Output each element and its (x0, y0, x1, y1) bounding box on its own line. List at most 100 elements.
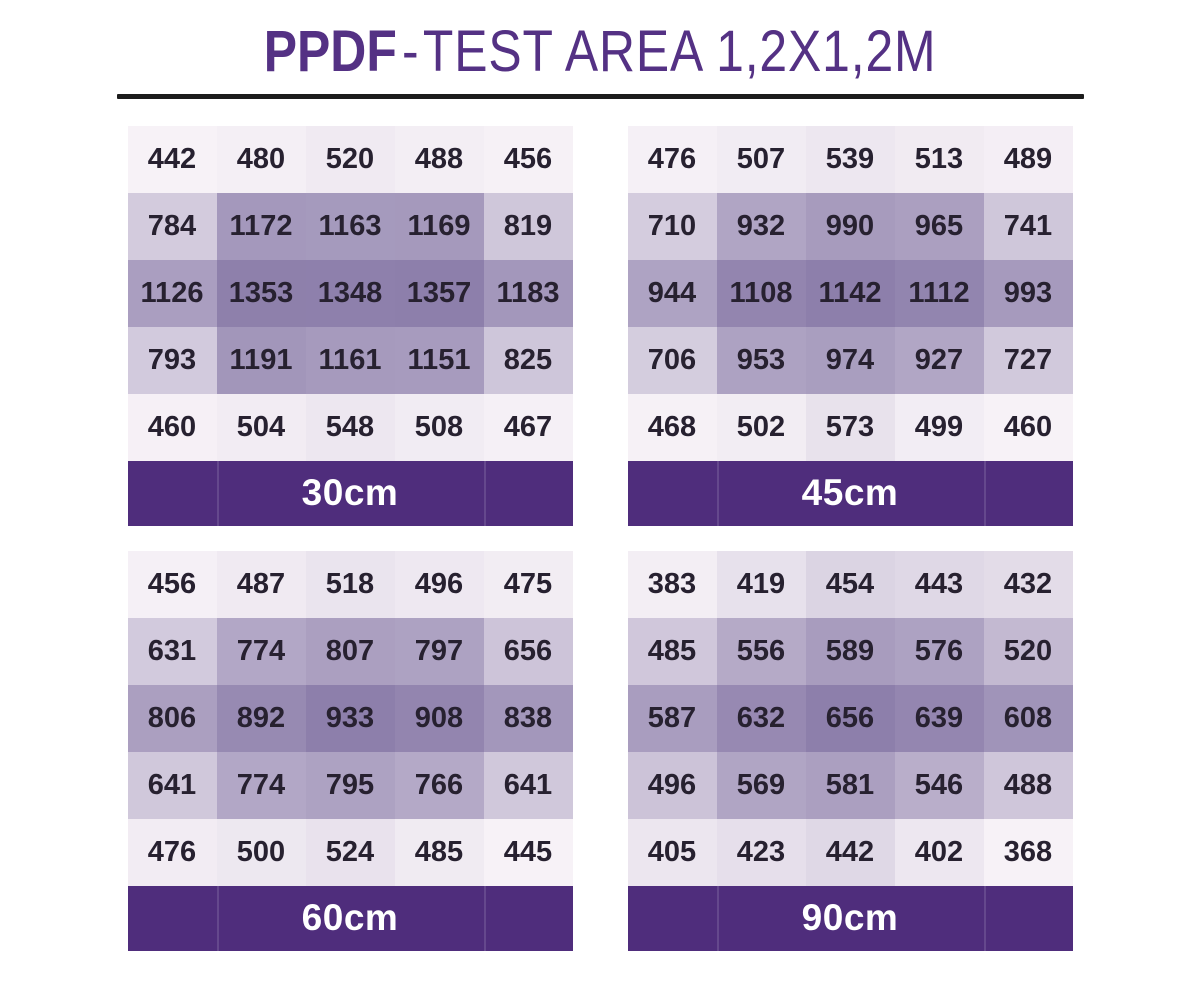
heatmap-cell: 1126 (127, 259, 217, 327)
heatmap-cell: 641 (127, 751, 217, 819)
heatmap-cell: 838 (483, 684, 573, 752)
heatmap-cell: 1172 (216, 192, 306, 260)
footer-column-seam (716, 460, 719, 526)
heatmap-cell: 641 (483, 751, 573, 819)
footer-column-seam (483, 460, 486, 526)
heatmap-cell: 518 (305, 550, 395, 618)
heatmap-cell: 432 (983, 550, 1073, 618)
heatmap-45cm-footer: 45cm (627, 460, 1073, 526)
footer-column-seam (716, 885, 719, 951)
heatmap-90cm: 383 419 454 443 432 485 556 589 576 520 587 632 656 6… (627, 550, 1073, 951)
heatmap-90cm-footer: 90cm (627, 885, 1073, 951)
heatmap-90cm-label: 90cm (801, 897, 899, 939)
heatmap-cell: 460 (983, 393, 1073, 461)
heatmap-cell: 944 (627, 259, 717, 327)
heatmap-cell: 974 (805, 326, 895, 394)
heatmap-cell: 402 (894, 818, 984, 886)
heatmap-cell: 468 (627, 393, 717, 461)
heatmap-45cm-cells: 476 507 539 513 489 710 932 990 965 741 944 1108 114… (627, 125, 1073, 461)
heatmap-cell: 496 (394, 550, 484, 618)
heatmap-cell: 456 (483, 125, 573, 193)
heatmap-cell: 1357 (394, 259, 484, 327)
heatmap-cell: 1191 (216, 326, 306, 394)
heatmap-cell: 460 (127, 393, 217, 461)
heatmap-cell: 507 (716, 125, 806, 193)
heatmap-cell: 539 (805, 125, 895, 193)
heatmap-cell: 546 (894, 751, 984, 819)
heatmap-grids: 442 480 520 488 456 784 1172 1163 1169 819 1126 135… (127, 125, 1073, 951)
heatmap-cell: 797 (394, 617, 484, 685)
heatmap-cell: 806 (127, 684, 217, 752)
heatmap-cell: 965 (894, 192, 984, 260)
heatmap-cell: 569 (716, 751, 806, 819)
title-wrap: PPDF-TEST AREA 1,2X1,2M (0, 0, 1200, 85)
heatmap-cell: 485 (627, 617, 717, 685)
heatmap-60cm-cells: 456 487 518 496 475 631 774 807 797 656 806 892 933 9… (127, 550, 573, 886)
heatmap-cell: 795 (305, 751, 395, 819)
heatmap-cell: 442 (127, 125, 217, 193)
heatmap-cell: 990 (805, 192, 895, 260)
heatmap-cell: 524 (305, 818, 395, 886)
footer-column-seam (216, 885, 219, 951)
heatmap-cell: 445 (483, 818, 573, 886)
heatmap-cell: 825 (483, 326, 573, 394)
heatmap-cell: 405 (627, 818, 717, 886)
heatmap-cell: 496 (627, 751, 717, 819)
heatmap-60cm-label: 60cm (301, 897, 399, 939)
heatmap-cell: 1348 (305, 259, 395, 327)
heatmap-cell: 892 (216, 684, 306, 752)
heatmap-cell: 706 (627, 326, 717, 394)
heatmap-cell: 1112 (894, 259, 984, 327)
page-title: PPDF-TEST AREA 1,2X1,2M (263, 19, 937, 85)
heatmap-cell: 784 (127, 192, 217, 260)
heatmap-cell: 1108 (716, 259, 806, 327)
heatmap-60cm: 456 487 518 496 475 631 774 807 797 656 806 892 933 9… (127, 550, 573, 951)
heatmap-cell: 587 (627, 684, 717, 752)
heatmap-cell: 807 (305, 617, 395, 685)
heatmap-cell: 548 (305, 393, 395, 461)
heatmap-cell: 908 (394, 684, 484, 752)
heatmap-cell: 793 (127, 326, 217, 394)
heatmap-30cm-cells: 442 480 520 488 456 784 1172 1163 1169 819 1126 135… (127, 125, 573, 461)
heatmap-cell: 443 (894, 550, 984, 618)
heatmap-cell: 480 (216, 125, 306, 193)
heatmap-cell: 383 (627, 550, 717, 618)
heatmap-cell: 766 (394, 751, 484, 819)
heatmap-60cm-footer: 60cm (127, 885, 573, 951)
heatmap-cell: 476 (627, 125, 717, 193)
heatmap-cell: 502 (716, 393, 806, 461)
heatmap-cell: 500 (216, 818, 306, 886)
heatmap-cell: 993 (983, 259, 1073, 327)
heatmap-cell: 710 (627, 192, 717, 260)
heatmap-cell: 819 (483, 192, 573, 260)
heatmap-cell: 1163 (305, 192, 395, 260)
heatmap-cell: 1142 (805, 259, 895, 327)
heatmap-cell: 513 (894, 125, 984, 193)
heatmap-cell: 488 (983, 751, 1073, 819)
heatmap-cell: 933 (305, 684, 395, 752)
heatmap-cell: 632 (716, 684, 806, 752)
heatmap-cell: 556 (716, 617, 806, 685)
heatmap-cell: 1161 (305, 326, 395, 394)
heatmap-cell: 573 (805, 393, 895, 461)
heatmap-cell: 727 (983, 326, 1073, 394)
heatmap-cell: 953 (716, 326, 806, 394)
title-rest: TEST AREA 1,2X1,2M (422, 19, 937, 84)
heatmap-cell: 476 (127, 818, 217, 886)
heatmap-cell: 520 (983, 617, 1073, 685)
heatmap-45cm-label: 45cm (801, 472, 899, 514)
heatmap-cell: 442 (805, 818, 895, 886)
footer-column-seam (983, 885, 986, 951)
footer-column-seam (483, 885, 486, 951)
heatmap-cell: 419 (716, 550, 806, 618)
heatmap-cell: 1183 (483, 259, 573, 327)
heatmap-cell: 656 (805, 684, 895, 752)
heatmap-cell: 741 (983, 192, 1073, 260)
title-separator: - (401, 19, 419, 84)
heatmap-cell: 774 (216, 751, 306, 819)
title-brand: PPDF (263, 19, 397, 84)
heatmap-cell: 504 (216, 393, 306, 461)
heatmap-cell: 508 (394, 393, 484, 461)
heatmap-cell: 467 (483, 393, 573, 461)
